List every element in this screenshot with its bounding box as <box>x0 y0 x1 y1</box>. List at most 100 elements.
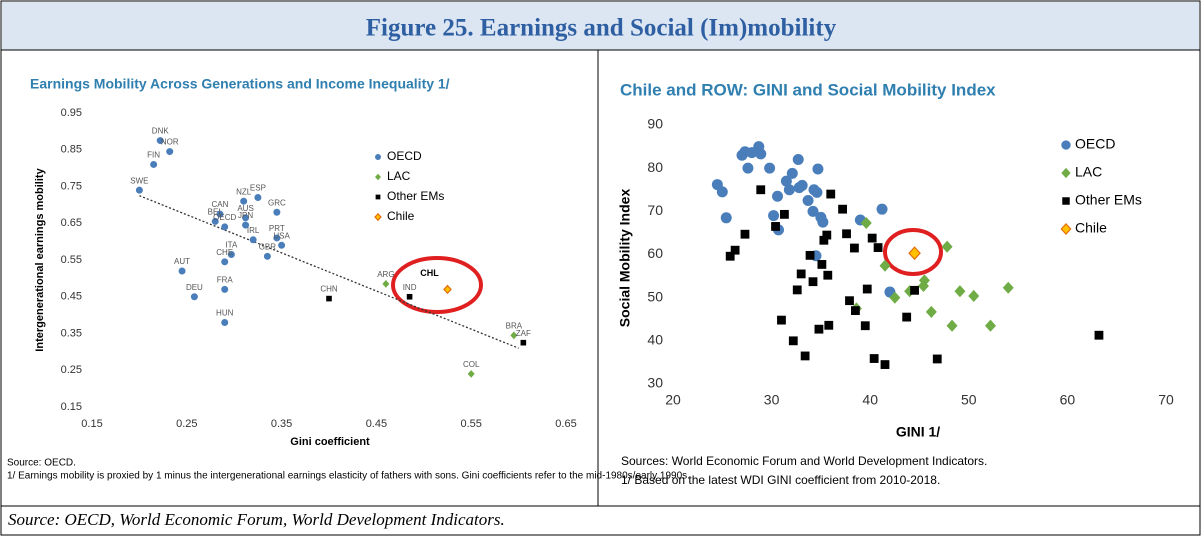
source: Source: OECD, World Economic Forum, Worl… <box>8 510 505 529</box>
point <box>240 197 248 205</box>
point-label: ESP <box>250 184 266 193</box>
y-tick-label: 0.45 <box>61 291 82 303</box>
x-tick-label: 0.55 <box>460 418 481 430</box>
point <box>862 284 872 294</box>
point <box>178 267 186 275</box>
point <box>823 270 833 280</box>
point-label: HUN <box>216 309 234 318</box>
point-label: USA <box>273 231 290 240</box>
point <box>742 162 754 174</box>
point <box>730 245 740 255</box>
highlight <box>883 228 943 276</box>
point <box>221 223 229 231</box>
y-tick-label: 0.15 <box>61 401 82 413</box>
point <box>925 305 937 318</box>
point <box>860 321 870 331</box>
y-tick-label: 0.55 <box>61 254 82 266</box>
point <box>135 186 143 194</box>
legend-label: Chile <box>1075 220 1107 236</box>
point-label: BEL <box>208 208 224 217</box>
y-tick-label: 0.35 <box>61 327 82 339</box>
point-label: AUT <box>174 257 190 266</box>
point-label: CAN <box>212 200 229 209</box>
y-tick-label: 50 <box>647 288 663 304</box>
point <box>910 285 919 295</box>
point <box>805 250 815 260</box>
point <box>764 162 776 174</box>
point <box>819 235 829 245</box>
point-label: FIN <box>147 151 160 160</box>
point-label: CHE <box>216 248 233 257</box>
y-tick-label: 90 <box>647 116 663 132</box>
point <box>273 234 281 242</box>
point-label: DNK <box>152 127 170 136</box>
point <box>824 320 834 330</box>
x-tick-label: 0.45 <box>366 418 387 430</box>
point <box>510 331 518 340</box>
point <box>850 243 859 253</box>
legend-marker <box>374 212 382 222</box>
point <box>941 240 953 253</box>
point <box>817 216 829 228</box>
point <box>851 306 860 316</box>
y-tick-label: 0.85 <box>61 144 82 156</box>
y-tick-label: 40 <box>647 332 663 348</box>
point <box>166 148 174 156</box>
point <box>227 250 235 258</box>
point <box>716 186 728 198</box>
point-label: COL <box>463 360 480 369</box>
point <box>221 258 229 266</box>
legend-marker <box>1061 140 1071 150</box>
point <box>879 259 891 272</box>
point <box>786 167 798 179</box>
point <box>869 354 879 363</box>
point <box>768 210 780 222</box>
point <box>725 251 735 261</box>
point-label: IND <box>403 283 417 292</box>
point <box>326 295 332 302</box>
point <box>211 217 219 225</box>
y-axis-label: Intergenerational earnings mobility <box>34 167 46 351</box>
x-tick-label: 20 <box>665 392 681 408</box>
x-tick-label: 30 <box>764 392 780 408</box>
point <box>263 252 271 260</box>
point <box>802 195 814 207</box>
point <box>720 212 732 224</box>
point-label: PRT <box>269 224 285 233</box>
point <box>902 312 912 322</box>
legend-marker <box>375 194 381 200</box>
point <box>946 319 958 332</box>
point <box>771 222 780 231</box>
point-label: ZAF <box>516 329 531 338</box>
point <box>756 185 766 195</box>
point-label: ARG <box>377 270 394 279</box>
point <box>867 233 877 243</box>
point <box>520 339 527 346</box>
point-label: FRA <box>217 276 234 285</box>
x-axis-label: GINI 1/ <box>896 424 940 440</box>
point <box>443 284 452 295</box>
point-label: CHN <box>320 285 338 294</box>
point <box>873 243 883 252</box>
figure-title: Figure 25. Earnings and Social (Im)mobil… <box>366 15 837 42</box>
point <box>817 260 827 269</box>
point <box>150 160 158 168</box>
point <box>860 216 872 230</box>
point <box>796 179 808 191</box>
x-tick-label: 0.25 <box>176 418 197 430</box>
legend-marker <box>375 154 381 160</box>
point <box>1002 281 1014 294</box>
point-label: NZL <box>236 187 252 196</box>
point <box>242 221 250 229</box>
point <box>968 289 980 302</box>
point <box>842 229 851 239</box>
point-label: NOR <box>161 138 179 147</box>
chart-title: Earnings Mobility Across Generations and… <box>30 76 450 92</box>
legend-label: Chile <box>387 209 415 223</box>
note: Source: OECD. <box>7 458 76 469</box>
legend-label: Other EMs <box>1075 192 1142 208</box>
point <box>845 296 854 306</box>
point-label: IRL <box>247 226 260 235</box>
